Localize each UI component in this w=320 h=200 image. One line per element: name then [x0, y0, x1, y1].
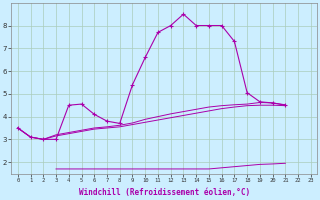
X-axis label: Windchill (Refroidissement éolien,°C): Windchill (Refroidissement éolien,°C): [79, 188, 250, 197]
